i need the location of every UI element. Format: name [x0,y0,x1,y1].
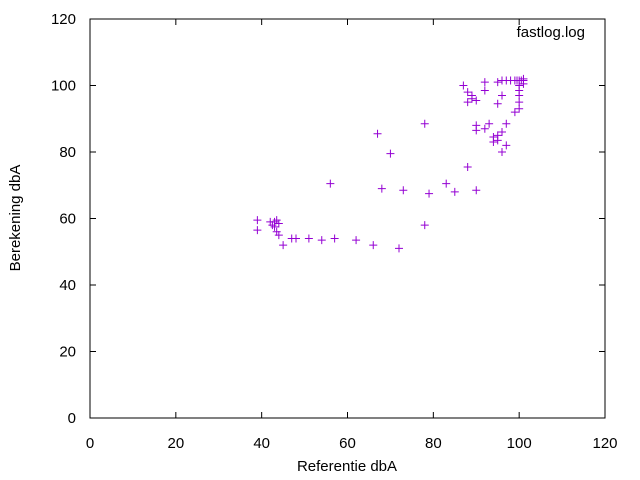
x-axis-label: Referentie dbA [297,458,397,475]
data-point [480,86,489,95]
y-tick-label: 80 [59,144,76,161]
data-point [268,221,277,230]
legend: fastlog.log [517,24,585,41]
data-point [272,227,281,236]
x-tick-label: 80 [425,435,442,452]
data-point [467,91,476,100]
data-point [326,179,335,188]
data-point [274,231,283,240]
data-point [502,119,511,128]
data-point [292,234,300,243]
data-point [386,149,395,158]
y-tick-label: 120 [51,11,76,28]
data-point [480,78,489,87]
data-point [399,186,408,195]
data-point [502,141,511,150]
y-tick-label: 0 [68,410,76,427]
x-tick-label: 40 [253,435,270,452]
legend-label: fastlog.log [517,24,585,41]
x-tick-label: 0 [86,435,94,452]
data-point [279,241,288,250]
data-point [498,128,506,137]
data-point [459,81,468,90]
plot-frame [89,18,606,419]
data-point [377,184,386,193]
data-point [450,187,459,196]
y-tick-label: 40 [59,277,76,294]
data-point [317,236,326,245]
data-points [253,74,528,253]
data-point [420,119,429,128]
y-tick-label: 20 [59,344,76,361]
data-point [373,129,382,138]
y-tick-label: 100 [51,78,76,95]
data-point [442,179,451,188]
data-point [253,216,262,225]
x-tick-label: 60 [339,435,356,452]
y-tick-label: 60 [59,211,76,228]
data-point [485,119,494,128]
data-point [274,219,283,228]
data-point [463,98,472,107]
x-tick-label: 20 [167,435,184,452]
data-point [498,91,506,100]
y-axis: 0 20 40 60 80 100 120 [51,11,605,427]
data-point [489,133,498,142]
data-point [472,126,481,135]
data-point [369,241,378,250]
data-point [510,108,519,117]
data-point [270,222,279,231]
data-point [463,162,472,171]
data-point [480,124,489,133]
x-tick-label: 100 [507,435,532,452]
data-point [304,234,313,243]
data-point [395,244,403,253]
data-point [420,221,429,230]
data-point [253,226,262,235]
data-point [463,88,472,97]
x-axis: 0 20 40 60 80 100 120 [86,19,618,452]
data-point [330,234,339,243]
data-point [472,186,481,195]
data-point [493,131,502,140]
data-point [519,74,528,83]
y-axis-label: Berekening dbA [7,165,24,272]
data-point [472,96,481,105]
data-point [272,216,281,225]
data-point [425,189,434,198]
x-tick-label: 120 [592,435,617,452]
data-point [493,78,502,87]
data-point [493,99,502,108]
data-point [352,236,361,245]
data-point [498,148,506,156]
